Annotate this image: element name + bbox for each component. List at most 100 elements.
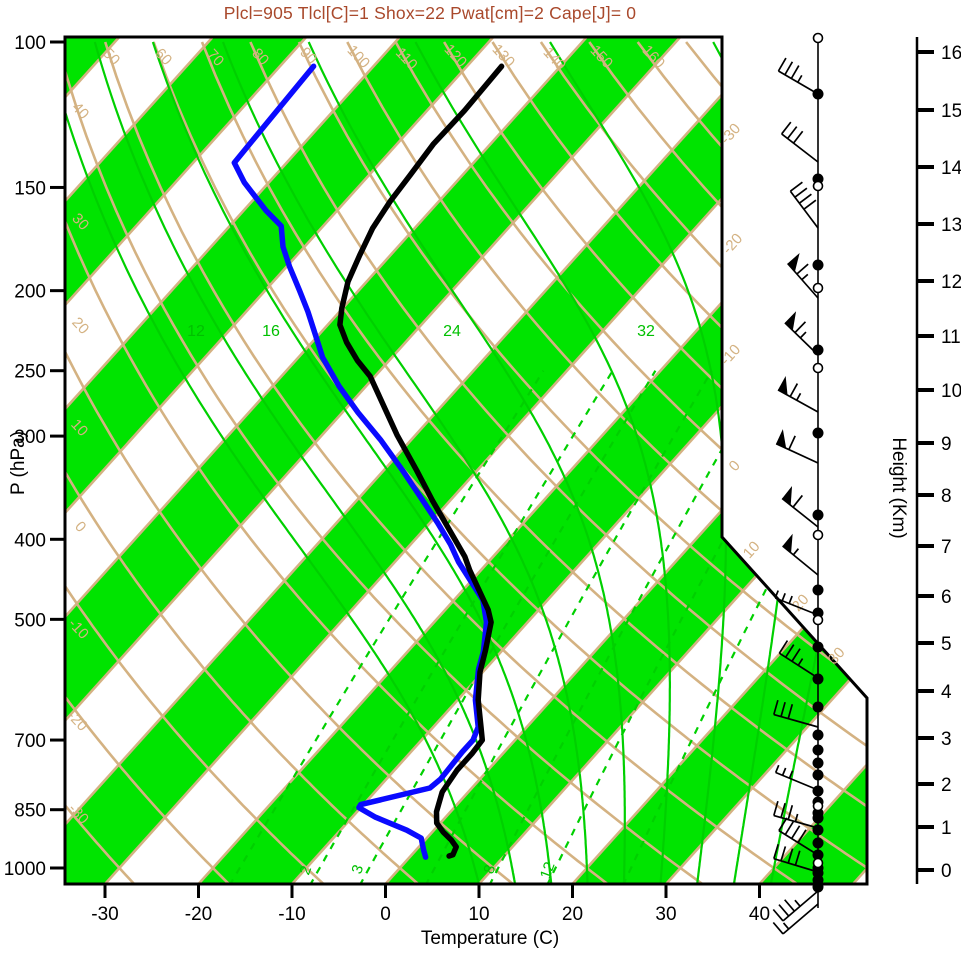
dry-adiabat-line [65,41,516,884]
plot-border [63,35,869,886]
height-tick-label: 13 [941,215,961,236]
moist-adiabat-label: 12 [187,323,205,340]
isotherm-band [65,37,307,884]
wind-barb-half [788,595,793,604]
dry-adiabat-line [65,41,137,884]
wind-barb-pennant [776,429,787,449]
dry-adiabat-line [65,41,327,884]
wind-level-dot [812,641,824,653]
isotherm-line [65,37,682,884]
height-tick-label: 8 [941,486,952,507]
height-tick-label: 2 [941,775,952,796]
wind-level-dot [812,344,824,356]
isotherm-band [65,37,681,884]
wind-level-circle [812,282,824,294]
temperature-curve [337,63,505,859]
dewpoint-curve [231,63,490,860]
wind-barb-full [772,921,784,935]
wind-barb-full [790,825,801,840]
height-tick-label: 16 [941,43,961,64]
wind-barb-full [772,908,784,922]
wind-level-dot [812,259,824,271]
wind-barb-shaft [777,389,819,413]
height-tick-label: 11 [941,327,961,348]
wind-level-dot [812,729,824,741]
wind-level-dot [812,769,824,781]
temperature-tick-label: 20 [562,904,583,925]
wind-barb-full [778,817,788,832]
y-axis-title-height: Height (Km) [888,437,909,539]
moist-adiabat-line [93,41,517,884]
wind-barb-half [794,899,801,907]
wind-level-dot [812,88,824,100]
wind-barb-full [794,321,807,334]
wind-level-circle [812,614,824,626]
pressure-tick-label: 100 [14,33,46,54]
wind-barb-half [797,658,804,666]
wind-barb-shaft [787,262,819,299]
height-tick-label: 1 [941,818,952,839]
height-tick-label: 10 [941,381,961,402]
height-tick-label: 4 [941,682,952,703]
wind-barb-half [797,74,803,83]
isotherm-label: 10 [740,538,764,562]
dry-adiabat-label: 100 [344,42,374,72]
height-tick-label: 12 [941,272,961,293]
moist-adiabat-line [151,41,553,884]
wind-barb-half [781,767,787,776]
wind-barb-pennant [787,252,800,272]
isotherm-line [571,37,867,884]
pressure-tick-label: 200 [14,282,46,303]
pressure-tick-label: 250 [14,362,46,383]
wind-barb-pennant [777,376,788,396]
wind-barb-pennant [784,311,797,331]
mixing-ratio-line [488,370,768,884]
wind-barb-full [796,263,809,275]
wind-barb-full [803,199,817,210]
wind-barb-full [784,644,795,658]
wind-barb-full [780,802,786,818]
wind-barb-half [781,593,786,602]
wind-level-circle [812,362,824,374]
wind-level-dot [812,673,824,685]
wind-level-dot [812,812,824,824]
pressure-tick-label: 500 [14,610,46,631]
isotherm-band [759,37,867,884]
wind-barb-shaft [778,829,819,856]
dry-adiabat-label: 90 [296,44,320,68]
wind-level-dot [812,881,824,893]
temperature-tick-label: 40 [749,904,770,925]
isotherm-line [65,37,401,884]
pressure-tick-label: 300 [14,427,46,448]
isotherm-line [65,37,495,884]
wind-level-dot [812,824,824,836]
wind-barb-half [795,392,802,401]
wind-barb-full [773,699,779,715]
moist-adiabat-line [65,41,481,884]
temperature-tick-label: 30 [655,904,676,925]
wind-barb-half [792,548,800,556]
wind-barb-full [792,130,804,144]
wind-barb-full [780,701,786,717]
dry-adiabat-line [394,41,867,884]
wind-barb-full [790,65,800,79]
wind-barb-half [782,922,790,930]
wind-barb-full [778,904,790,917]
dry-adiabat-line [65,41,421,884]
wind-barb-full [780,846,787,862]
dry-adiabat-line [442,41,867,884]
height-tick-label: 6 [941,587,952,608]
isotherm-band [65,37,867,884]
wind-barb-pennant [782,486,793,506]
wind-barb-shaft [775,771,819,791]
wind-barb-full [786,126,798,140]
pressure-tick-label: 400 [14,530,46,551]
wind-level-dot [812,509,824,521]
moist-adiabat-line [307,41,626,884]
temperature-tick-label: -10 [278,904,305,925]
isotherm-label: 0 [726,457,744,475]
moist-adiabat-label: 24 [443,323,461,340]
mixing-ratio-line [424,370,713,884]
isotherm-line [665,37,867,884]
